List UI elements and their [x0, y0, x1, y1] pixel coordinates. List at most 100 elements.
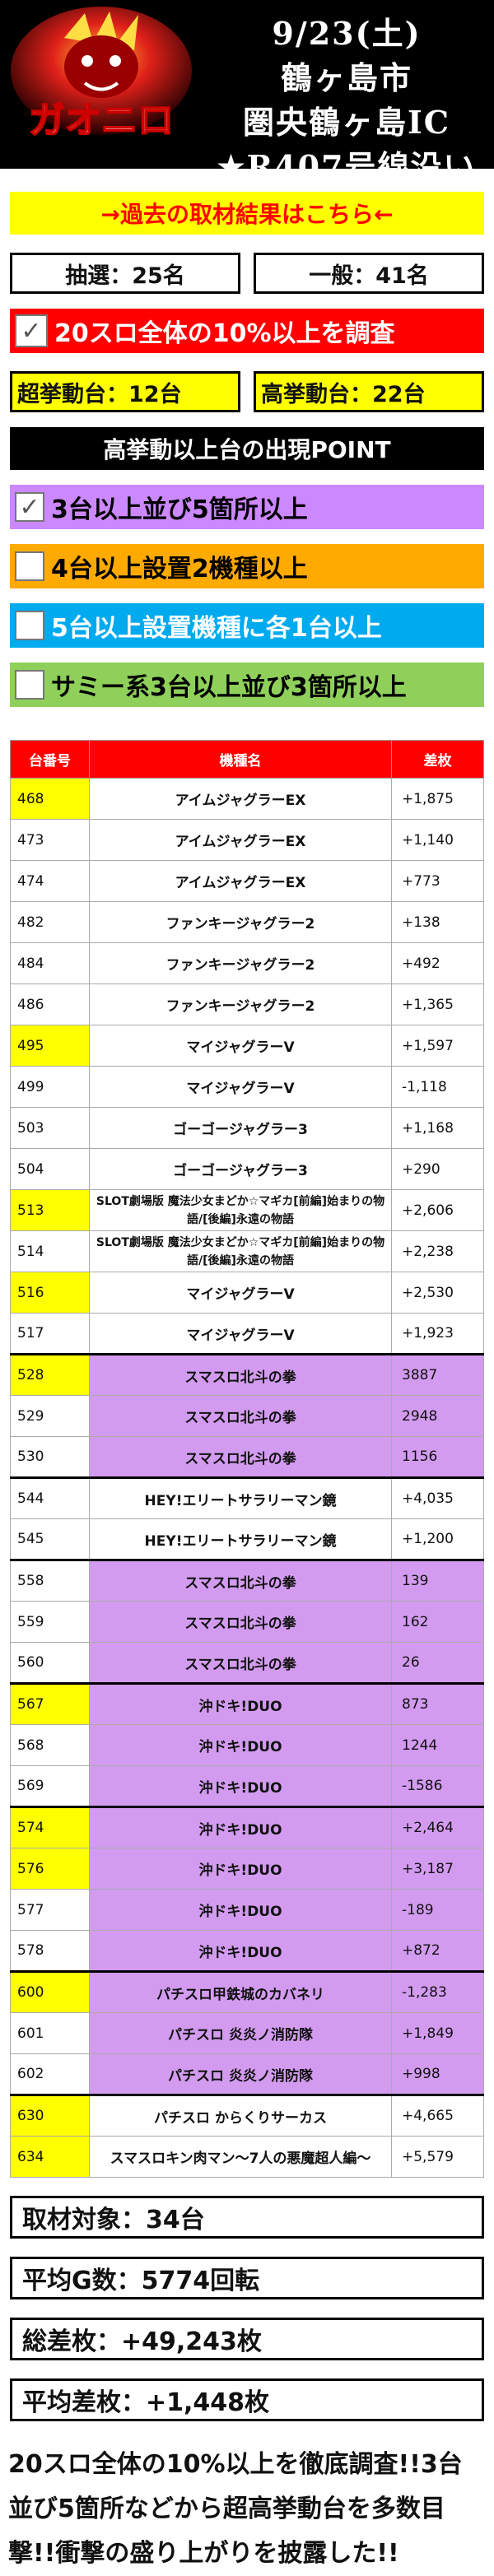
coin-diff-cell: +1,365 [391, 983, 484, 1025]
coin-diff-cell: -1,118 [391, 1066, 484, 1108]
machine-number-cell: 504 [10, 1148, 90, 1190]
table-row: 529 スマスロ北斗の拳 2948 [10, 1395, 484, 1437]
machine-number-cell: 517 [10, 1313, 90, 1355]
summary-avg-games: 平均G数：5774回転 [10, 2257, 484, 2299]
machine-number-cell: 514 [10, 1230, 90, 1272]
machine-number-cell: 529 [10, 1395, 90, 1437]
machine-model-cell: 沖ドキ!DUO [89, 1848, 392, 1890]
table-row: 474 アイムジャグラーEX +773 [10, 860, 484, 902]
header-banner: ガオニロ 9/23(土) 鶴ヶ島市 圏央鶴ヶ島IC ★R407号線沿い [0, 0, 494, 169]
condition-3: 5台以上設置機種に各1台以上 [10, 603, 484, 648]
machine-model-cell: パチスロ甲鉄城のカバネリ [89, 1970, 392, 2013]
coin-diff-cell: +4,665 [391, 2094, 484, 2137]
empty-checkbox-icon [15, 611, 44, 640]
machine-model-cell: マイジャグラーV [89, 1272, 392, 1314]
coin-diff-cell: 1244 [391, 1724, 484, 1766]
table-row: 528 スマスロ北斗の拳 3887 [10, 1353, 484, 1396]
table-row: 544 HEY!エリートサラリーマン鏡 +4,035 [10, 1476, 484, 1519]
machine-model-cell: パチスロ からくりサーカス [89, 2094, 392, 2137]
coin-diff-cell: +2,464 [391, 1806, 484, 1848]
points-title: 高挙動以上台の出現POINT [10, 427, 484, 470]
coin-diff-cell: -1,283 [391, 1970, 484, 2013]
survey-title: 20スロ全体の10%以上を調査 [54, 319, 395, 348]
coin-diff-cell: +2,238 [391, 1230, 484, 1272]
coin-diff-cell: +1,200 [391, 1518, 484, 1560]
summary-avg-diff: 平均差枚：+1,448枚 [10, 2378, 484, 2421]
coin-diff-cell: +1,923 [391, 1313, 484, 1355]
condition-4: サミー系3台以上並び3箇所以上 [10, 663, 484, 707]
machine-model-cell: マイジャグラーV [89, 1313, 392, 1355]
coin-diff-cell: 26 [391, 1642, 484, 1684]
machine-number-cell: 474 [10, 860, 90, 902]
machine-number-cell: 528 [10, 1353, 90, 1396]
coin-diff-cell: 162 [391, 1601, 484, 1643]
machine-model-cell: マイジャグラーV [89, 1025, 392, 1067]
machine-model-cell: 沖ドキ!DUO [89, 1806, 392, 1848]
coin-diff-cell: 139 [391, 1559, 484, 1602]
coin-diff-cell: 3887 [391, 1353, 484, 1396]
machine-number-cell: 577 [10, 1889, 90, 1931]
table-row: 576 沖ドキ!DUO +3,187 [10, 1848, 484, 1890]
store-logo: ガオニロ [7, 5, 196, 161]
behavior-row: 超挙動台：12台 高挙動台：22台 [10, 371, 484, 412]
coin-diff-cell: 1156 [391, 1436, 484, 1478]
event-date: 9/23(土) [272, 15, 422, 52]
column-header-diff: 差枚 [391, 740, 484, 779]
machine-model-cell: アイムジャグラーEX [89, 819, 392, 861]
table-row: 560 スマスロ北斗の拳 26 [10, 1642, 484, 1684]
coin-diff-cell: -189 [391, 1889, 484, 1931]
coin-diff-cell: 2948 [391, 1395, 484, 1437]
machine-model-cell: HEY!エリートサラリーマン鏡 [89, 1518, 392, 1560]
machine-number-cell: 634 [10, 2136, 90, 2178]
table-row: 514 SLOT劇場版 魔法少女まどか☆マギカ[前編]始まりの物語/[後編]永遠の… [10, 1230, 484, 1272]
column-header-number: 台番号 [10, 740, 90, 779]
coin-diff-cell: +3,187 [391, 1848, 484, 1890]
checkmark-icon: ✓ [15, 314, 48, 347]
empty-checkbox-icon [15, 670, 44, 700]
past-results-link[interactable]: →過去の取材結果はこちら← [10, 192, 484, 235]
general-count: 一般：41名 [254, 253, 484, 294]
summary-total-diff: 総差枚：+49,243枚 [10, 2318, 484, 2360]
coin-diff-cell: +1,168 [391, 1107, 484, 1149]
coin-diff-cell: +138 [391, 901, 484, 943]
empty-checkbox-icon [15, 551, 44, 581]
machine-number-cell: 630 [10, 2094, 90, 2137]
table-row: 567 沖ドキ!DUO 873 [10, 1682, 484, 1725]
machine-model-cell: ファンキージャグラー2 [89, 901, 392, 943]
table-row: 568 沖ドキ!DUO 1244 [10, 1724, 484, 1766]
coin-diff-cell: +872 [391, 1930, 484, 1972]
lottery-row: 抽選：25名 一般：41名 [10, 253, 484, 294]
machine-number-cell: 468 [10, 778, 90, 820]
table-row: 517 マイジャグラーV +1,923 [10, 1313, 484, 1355]
machine-model-cell: 沖ドキ!DUO [89, 1765, 392, 1807]
table-row: 545 HEY!エリートサラリーマン鏡 +1,200 [10, 1518, 484, 1560]
condition-label: 4台以上設置2機種以上 [51, 555, 308, 584]
machine-number-cell: 574 [10, 1806, 90, 1848]
column-header-model: 機種名 [89, 740, 392, 779]
table-row: 473 アイムジャグラーEX +1,140 [10, 819, 484, 861]
machine-number-cell: 576 [10, 1848, 90, 1890]
machine-number-cell: 545 [10, 1518, 90, 1560]
event-route: ★R407号線沿い [217, 148, 477, 169]
coin-diff-cell: +290 [391, 1148, 484, 1190]
coin-diff-cell: +2,530 [391, 1272, 484, 1314]
closing-text: 20スロ全体の10%以上を徹底調査!!3台並び5箇所などから超高挙動台を多数目撃… [8, 2450, 463, 2568]
coin-diff-cell: +5,579 [391, 2136, 484, 2178]
table-body: 468 アイムジャグラーEX +1,875 473 アイムジャグラーEX +1,140 47… [10, 778, 484, 2178]
machine-number-cell: 516 [10, 1272, 90, 1314]
machine-number-cell: 558 [10, 1559, 90, 1602]
event-city: 鶴ヶ島市 [280, 59, 412, 96]
coin-diff-cell: +773 [391, 860, 484, 902]
machine-number-cell: 601 [10, 2012, 90, 2054]
machine-number-cell: 473 [10, 819, 90, 861]
coin-diff-cell: +492 [391, 942, 484, 984]
machine-model-cell: ゴーゴージャグラー3 [89, 1107, 392, 1149]
svg-text:ガオニロ: ガオニロ [29, 100, 174, 142]
machine-number-cell: 559 [10, 1601, 90, 1643]
machine-model-cell: パチスロ 炎炎ノ消防隊 [89, 2053, 392, 2095]
high-count: 高挙動台：22台 [254, 371, 484, 412]
condition-1: ✓ 3台以上並び5箇所以上 [10, 485, 484, 529]
machine-number-cell: 499 [10, 1066, 90, 1108]
coin-diff-cell: -1586 [391, 1765, 484, 1807]
table-row: 578 沖ドキ!DUO +872 [10, 1930, 484, 1972]
